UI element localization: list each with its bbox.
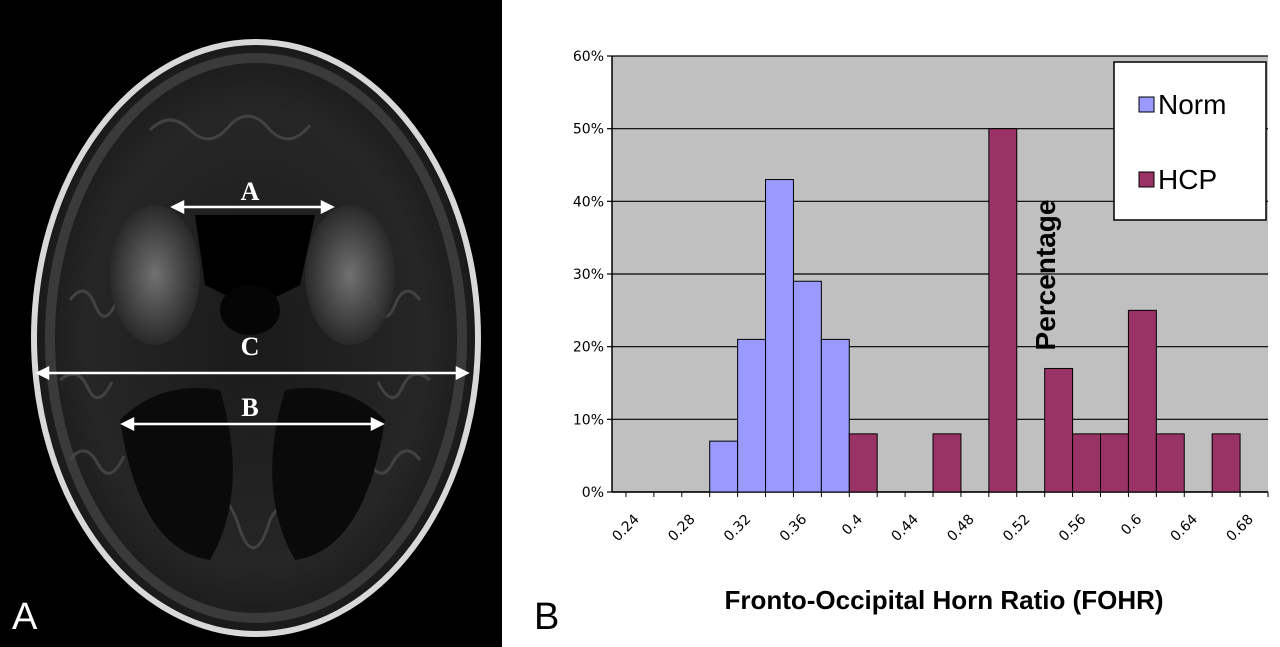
x-tick-label: 0.6 <box>1118 511 1145 538</box>
y-tick-label: 10% <box>573 412 604 428</box>
y-tick-label: 30% <box>573 267 604 283</box>
y-axis-ticks: 0% 10% 20% 30% 40% 50% 60% <box>573 49 612 501</box>
legend-swatch-hcp <box>1138 171 1155 188</box>
x-tick-label: 0.32 <box>721 512 754 545</box>
mri-brain-image: A C B <box>31 39 481 637</box>
panel-a-letter: A <box>12 596 38 638</box>
legend-label-hcp: HCP <box>1158 164 1217 195</box>
bar-norm-0.34 <box>765 179 794 493</box>
mri-panel: A C B A <box>0 0 502 647</box>
y-tick-label: 50% <box>573 122 604 138</box>
measure-label-c: C <box>241 332 260 361</box>
bar-norm-0.3 <box>709 440 739 493</box>
measure-label-b: B <box>241 393 258 422</box>
bar-hcp-0.62 <box>1155 433 1185 493</box>
frontal-horns <box>195 215 315 300</box>
bars <box>709 128 1241 493</box>
y-tick-label: 0% <box>582 485 604 501</box>
bar-norm-0.32 <box>737 338 767 493</box>
x-axis-title: Fronto-Occipital Horn Ratio (FOHR) <box>724 585 1163 615</box>
x-tick-label: 0.68 <box>1224 512 1257 545</box>
y-tick-label: 60% <box>573 49 604 65</box>
legend: Norm HCP <box>1113 61 1267 221</box>
right-basal-ganglia <box>305 205 395 345</box>
y-axis-title: Percentage <box>1030 200 1061 351</box>
bar-hcp-0.6 <box>1127 309 1157 493</box>
legend-box <box>1113 61 1267 221</box>
bar-hcp-0.5 <box>988 128 1018 493</box>
legend-label-norm: Norm <box>1158 89 1226 120</box>
bar-norm-0.36 <box>792 280 822 493</box>
legend-swatch-norm <box>1138 96 1155 113</box>
x-tick-label: 0.4 <box>839 511 866 538</box>
measure-label-a: A <box>241 177 260 206</box>
x-tick-label: 0.24 <box>609 511 642 544</box>
bar-hcp-0.4 <box>848 433 878 493</box>
x-tick-label: 0.52 <box>1000 512 1033 545</box>
right-occipital-horn <box>272 388 385 560</box>
x-axis-ticks: 0.24 0.28 0.32 0.36 0.4 0.44 0.48 0.52 0.56 0.6 0.… <box>609 492 1269 545</box>
x-tick-label: 0.36 <box>777 511 810 544</box>
panel-b-letter: B <box>534 596 560 638</box>
x-tick-label: 0.48 <box>944 512 977 545</box>
x-tick-label: 0.64 <box>1168 511 1201 544</box>
left-occipital-horn <box>120 388 233 560</box>
bar-hcp-0.54 <box>1044 367 1074 493</box>
bar-hcp-0.58 <box>1100 433 1129 493</box>
bar-hcp-0.66 <box>1211 433 1241 493</box>
x-tick-label: 0.56 <box>1056 511 1089 544</box>
x-tick-label: 0.28 <box>665 512 698 545</box>
y-tick-label: 40% <box>573 194 604 210</box>
bar-hcp-0.46 <box>932 433 962 493</box>
y-tick-label: 20% <box>573 340 604 356</box>
fohr-histogram: 0% 10% 20% 30% 40% 50% 60% 0.24 0.28 0.32 0.36 0.4… <box>573 49 1269 615</box>
bar-hcp-0.56 <box>1072 433 1102 493</box>
bar-norm-0.38 <box>820 338 850 493</box>
x-tick-label: 0.44 <box>889 511 922 544</box>
left-basal-ganglia <box>110 205 200 345</box>
